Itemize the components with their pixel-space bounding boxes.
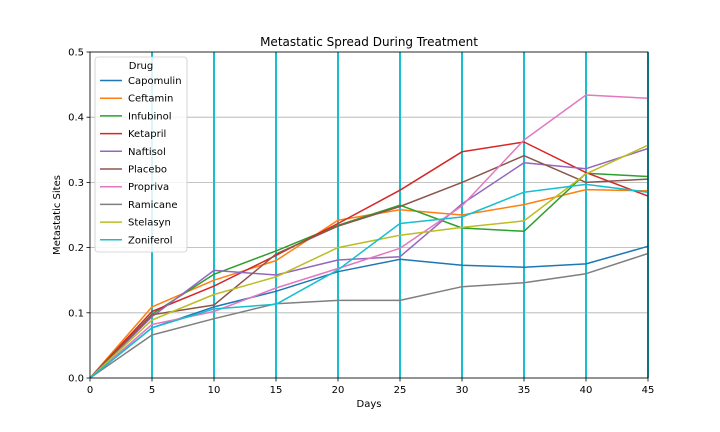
x-tick-label: 0	[87, 385, 93, 396]
x-tick-label: 25	[394, 385, 407, 396]
legend: Drug Capomulin Ceftamin Infubinol Ketapril Na…	[94, 56, 188, 253]
y-tick-label: 0.2	[68, 243, 84, 254]
x-tick-label: 20	[332, 385, 345, 396]
y-tick-label: 0.3	[68, 178, 84, 189]
legend-item-ceftamin: Ceftamin	[128, 94, 173, 105]
series-line-ketapril	[89, 141, 649, 379]
legend-item-propriva: Propriva	[128, 182, 169, 193]
legend-item-infubinol: Infubinol	[128, 111, 172, 122]
legend-title: Drug	[129, 61, 154, 72]
x-tick-label: 15	[270, 385, 283, 396]
series-line-stelasyn	[89, 144, 649, 379]
x-tick-label: 10	[208, 385, 221, 396]
x-tick-label: 45	[642, 385, 655, 396]
x-tick-label: 5	[149, 385, 155, 396]
legend-item-placebo: Placebo	[128, 165, 167, 176]
y-tick-label: 0.1	[68, 308, 84, 319]
legend-item-ramicane: Ramicane	[128, 200, 178, 211]
series-line-ramicane	[89, 252, 649, 379]
tick-layer: 0.0 0.1 0.2 0.3 0.4 0.5 0 5 10 15 20 25 30 35 40 45	[68, 48, 654, 397]
series-layer	[89, 94, 649, 379]
legend-item-capomulin: Capomulin	[128, 76, 182, 87]
x-tick-label: 35	[518, 385, 531, 396]
x-tick-label: 40	[580, 385, 593, 396]
y-tick-label: 0.5	[68, 48, 84, 59]
series-line-zoniferol	[89, 183, 649, 379]
legend-item-stelasyn: Stelasyn	[128, 218, 171, 229]
legend-item-zoniferol: Zoniferol	[128, 235, 173, 246]
y-tick-label: 0.0	[68, 374, 84, 385]
legend-item-ketapril: Ketapril	[128, 129, 166, 140]
error-bar-layer	[151, 52, 649, 378]
plot-frame	[89, 51, 649, 379]
x-axis-label: Days	[357, 399, 382, 410]
y-tick-label: 0.4	[68, 113, 84, 124]
x-tick-label: 30	[456, 385, 469, 396]
legend-item-naftisol: Naftisol	[128, 147, 166, 158]
legend-box	[94, 56, 188, 253]
y-axis-label: Metastatic Sites	[52, 175, 63, 255]
series-line-placebo	[89, 154, 649, 379]
chart-title: Metastatic Spread During Treatment	[260, 35, 478, 49]
